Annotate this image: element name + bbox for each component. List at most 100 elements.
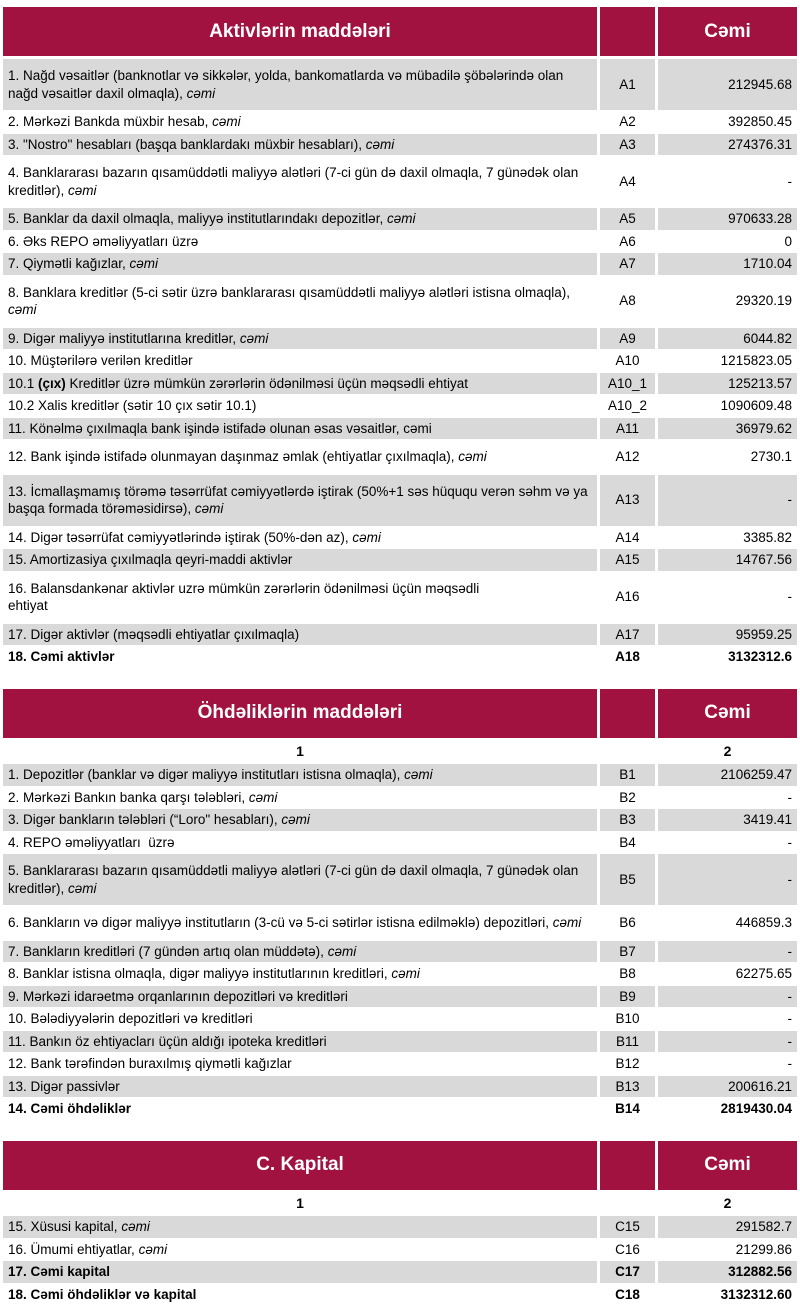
row-label: 12. Bank işində istifadə olunmayan daşın… xyxy=(3,440,597,475)
table-row: 3. Digər bankların tələbləri (“Loro" hes… xyxy=(3,809,797,832)
row-label: 17. Cəmi kapital xyxy=(3,1261,597,1284)
row-value: - xyxy=(655,940,797,963)
row-label-segment: 6. Bankların və digər maliyyə institutla… xyxy=(8,915,553,930)
table-row: 12. Bank işində istifadə olunmayan daşın… xyxy=(3,440,797,475)
row-code: A7 xyxy=(597,253,655,276)
balance-sheet-page: Aktivlərin maddələri Cəmi 1. Nağd vəsait… xyxy=(3,7,797,1306)
column-number-label: 1 xyxy=(3,1192,597,1216)
row-code: A6 xyxy=(597,230,655,253)
capital-header-code-cell xyxy=(597,1140,655,1193)
row-label-segment: cəmi xyxy=(352,529,381,545)
row-value: - xyxy=(655,831,797,854)
row-value: - xyxy=(655,786,797,809)
row-label: 15. Amortizasiya çıxılmaqla qeyri-maddi … xyxy=(3,549,597,572)
assets-table-grid: Aktivlərin maddələri Cəmi 1. Nağd vəsait… xyxy=(3,7,797,669)
row-label-segment: 17. Digər aktivlər (məqsədli ehtiyatlar … xyxy=(8,626,300,642)
table-row: 10. Bələdiyyələrin depozitləri və kredit… xyxy=(3,1008,797,1031)
row-value: 6044.82 xyxy=(655,327,797,350)
liabilities-amount-header: Cəmi xyxy=(655,688,797,741)
table-row: 2. Mərkəzi Bankda müxbir hesab, cəmi A2 39… xyxy=(3,111,797,134)
capital-table: C. Kapital Cəmi 1 2 15. Xüsusi kapital, cə… xyxy=(3,1140,797,1306)
row-label-segment: 18. Cəmi aktivlər xyxy=(8,649,115,664)
table-row: 4. Banklararası bazarın qısamüddətli mal… xyxy=(3,156,797,208)
row-code: B6 xyxy=(597,906,655,941)
row-label: 5. Banklararası bazarın qısamüddətli mal… xyxy=(3,854,597,906)
row-value: 125213.57 xyxy=(655,372,797,395)
row-value: 62275.65 xyxy=(655,963,797,986)
assets-header-row: Aktivlərin maddələri Cəmi xyxy=(3,7,797,59)
row-label: 10. Müştərilərə verilən kreditlər xyxy=(3,350,597,373)
row-label-segment: cəmi xyxy=(391,966,420,981)
row-label-segment: 10.1 xyxy=(8,375,39,391)
table-row: 18. Cəmi aktivlər A18 3132312.6 xyxy=(3,646,797,669)
row-value: 3132312.6 xyxy=(655,646,797,669)
row-label-segment: cəmi xyxy=(68,182,97,198)
row-value: - xyxy=(655,474,797,527)
row-label-segment: 6. Əks REPO əməliyyatları üzrə xyxy=(8,233,199,249)
table-row: 6. Əks REPO əməliyyatları üzrə A6 0 xyxy=(3,230,797,253)
row-code: B3 xyxy=(597,809,655,832)
row-label-segment: 12. Bank tərəfindən buraxılmış qiymətli … xyxy=(8,1056,292,1071)
table-row: 7. Bankların kreditləri (7 gündən artıq … xyxy=(3,940,797,963)
table-row: 16. Ümumi ehtiyatlar, cəmi C16 21299.86 xyxy=(3,1238,797,1261)
row-code: B5 xyxy=(597,854,655,906)
row-code: A1 xyxy=(597,59,655,111)
column-number-amount: 2 xyxy=(655,740,797,764)
row-value: 1090609.48 xyxy=(655,395,797,418)
row-label-segment: cəmi xyxy=(239,330,269,346)
row-label: 2. Mərkəzi Bankda müxbir hesab, cəmi xyxy=(3,111,597,134)
row-label: 11. Könəlmə çıxılmaqla bank işində istif… xyxy=(3,417,597,440)
row-label-segment: cəmi xyxy=(121,1219,150,1234)
row-label: 5. Banklar da daxil olmaqla, maliyyə ins… xyxy=(3,208,597,231)
row-value: 312882.56 xyxy=(655,1261,797,1284)
table-row: 16. Balansdankənar aktivlər uzrə mümkün … xyxy=(3,571,797,624)
row-label: 10.2 Xalis kreditlər (sətir 10 çıx sətir… xyxy=(3,395,597,418)
row-label: 17. Digər aktivlər (məqsədli ehtiyatlar … xyxy=(3,623,597,646)
row-code: B13 xyxy=(597,1075,655,1098)
row-label-segment: 7. Bankların kreditləri (7 gündən artıq … xyxy=(8,943,328,959)
row-code: C17 xyxy=(597,1261,655,1284)
table-row: 5. Banklararası bazarın qısamüddətli mal… xyxy=(3,854,797,906)
row-code: A11 xyxy=(597,417,655,440)
row-code: A2 xyxy=(597,111,655,134)
row-label-segment: 14. Cəmi öhdəliklər xyxy=(8,1101,132,1116)
table-row: 1. Nağd vəsaitlər (banknotlar və sikkələ… xyxy=(3,59,797,111)
row-label: 8. Banklara kreditlər (5-ci sətir üzrə b… xyxy=(3,275,597,328)
row-code: A15 xyxy=(597,549,655,572)
row-label: 3. Digər bankların tələbləri (“Loro" hes… xyxy=(3,809,597,832)
table-row: 10. Müştərilərə verilən kreditlər A10 1215… xyxy=(3,350,797,373)
table-row: 8. Banklara kreditlər (5-ci sətir üzrə b… xyxy=(3,275,797,328)
row-label-segment: 17. Cəmi kapital xyxy=(8,1264,111,1279)
row-label: 6. Əks REPO əməliyyatları üzrə xyxy=(3,230,597,253)
table-row: 11. Könəlmə çıxılmaqla bank işində istif… xyxy=(3,417,797,440)
assets-table-body: 1. Nağd vəsaitlər (banknotlar və sikkələ… xyxy=(3,59,797,669)
table-row: 9. Mərkəzi idarəetmə orqanlarının depozi… xyxy=(3,985,797,1008)
row-code: B4 xyxy=(597,831,655,854)
row-label-segment: cəmi xyxy=(194,501,224,516)
row-label: 15. Xüsusi kapital, cəmi xyxy=(3,1216,597,1239)
row-label-segment: cəmi xyxy=(404,767,433,782)
row-label: 1. Nağd vəsaitlər (banknotlar və sikkələ… xyxy=(3,59,597,111)
row-value: 14767.56 xyxy=(655,549,797,572)
row-label-segment: cəmi xyxy=(129,256,159,271)
row-code: A8 xyxy=(597,275,655,328)
row-label-segment: cəmi xyxy=(68,880,97,896)
row-label: 10. Bələdiyyələrin depozitləri və kredit… xyxy=(3,1008,597,1031)
table-row: 13. Digər passivlər B13 200616.21 xyxy=(3,1075,797,1098)
row-value: 274376.31 xyxy=(655,133,797,156)
row-label: 11. Bankın öz ehtiyacları üçün aldığı ip… xyxy=(3,1030,597,1053)
row-code: B10 xyxy=(597,1008,655,1031)
row-label-segment: 11. Bankın öz ehtiyacları üçün aldığı ip… xyxy=(8,1033,327,1049)
capital-table-grid: C. Kapital Cəmi 1 2 15. Xüsusi kapital, cə… xyxy=(3,1140,797,1306)
capital-amount-header: Cəmi xyxy=(655,1140,797,1193)
column-number-amount: 2 xyxy=(655,1192,797,1216)
row-label-segment: 18. Cəmi öhdəliklər və kapital xyxy=(8,1286,197,1302)
row-code: B9 xyxy=(597,985,655,1008)
row-code: A10 xyxy=(597,350,655,373)
row-value: 0 xyxy=(655,230,797,253)
row-label-segment: cəmi xyxy=(365,136,395,152)
liabilities-table-title: Öhdəliklərin maddələri xyxy=(3,688,597,741)
row-value: - xyxy=(655,1030,797,1053)
row-label-segment: 1. Depozitlər (banklar və digər maliyyə … xyxy=(8,767,405,782)
